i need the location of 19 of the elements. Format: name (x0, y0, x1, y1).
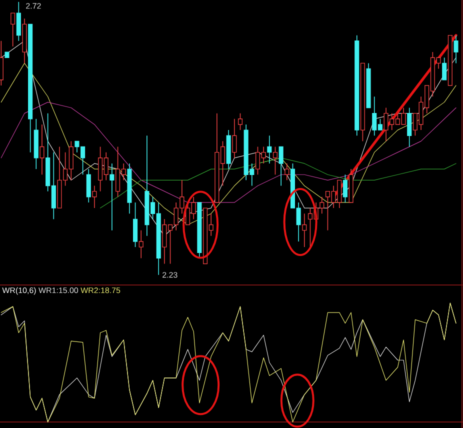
candlestick (16, 2, 21, 42)
candlestick (238, 112, 243, 130)
candlestick (232, 118, 237, 158)
candlestick (10, 12, 16, 47)
candlestick (302, 213, 307, 248)
candlestick (454, 34, 458, 64)
candlestick (86, 168, 91, 203)
candlestick (272, 146, 278, 176)
candlestick (110, 163, 114, 231)
candlestick (92, 185, 97, 208)
candlestick (138, 230, 144, 259)
candlestick (267, 135, 272, 164)
candlestick (284, 163, 290, 181)
candlestick (442, 57, 447, 80)
candlestick (407, 107, 412, 148)
candlestick (342, 174, 348, 203)
candlestick (133, 202, 138, 248)
candlestick (40, 124, 44, 176)
candlestick (278, 146, 284, 186)
